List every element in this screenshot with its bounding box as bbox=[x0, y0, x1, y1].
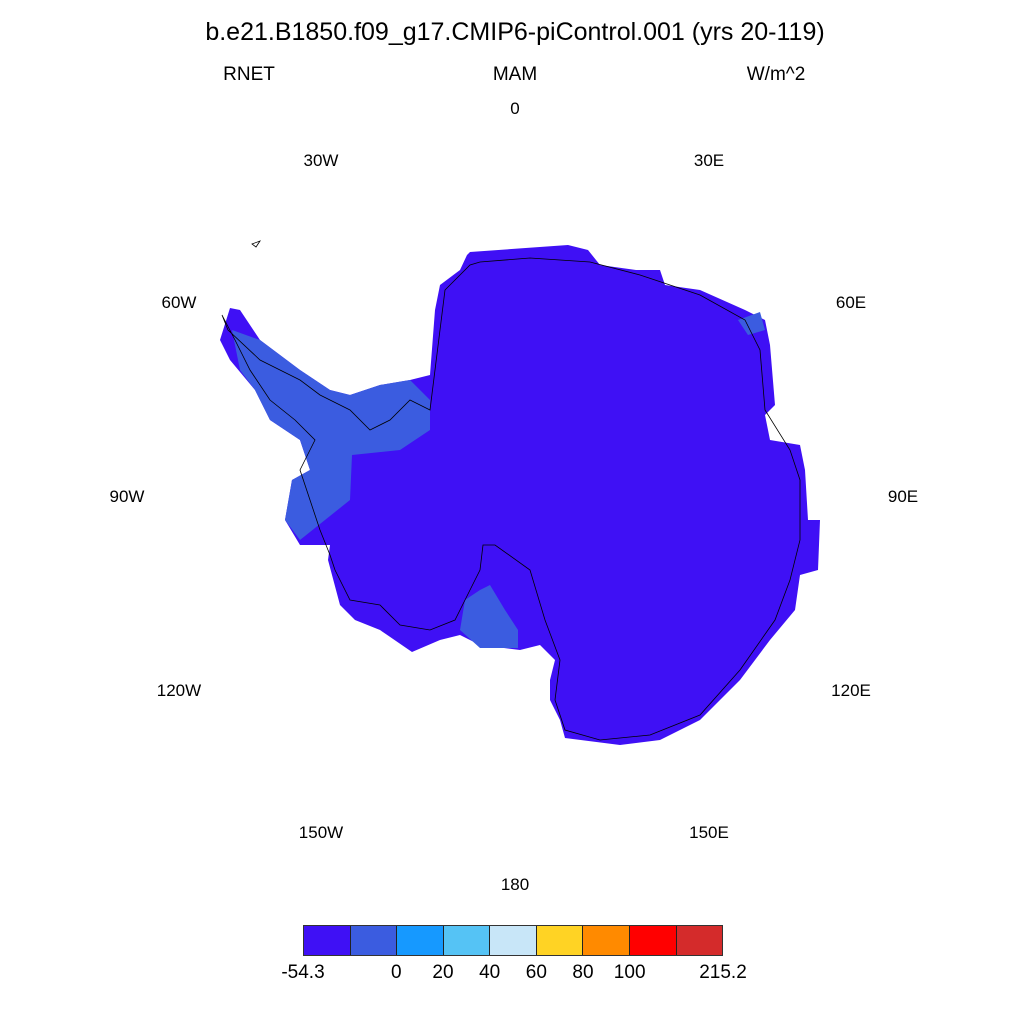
colorbar-swatch bbox=[629, 926, 677, 955]
variable-label: RNET bbox=[223, 64, 275, 85]
colorbar-swatch bbox=[676, 926, 723, 955]
colorbar-label: 40 bbox=[479, 962, 501, 983]
colorbar-swatch bbox=[443, 926, 491, 955]
longitude-label: 150E bbox=[689, 823, 729, 843]
longitude-label: 120E bbox=[831, 681, 871, 700]
longitude-label: 180 bbox=[500, 875, 530, 894]
longitude-label: 30E bbox=[693, 150, 725, 170]
season-label: MAM bbox=[492, 64, 538, 85]
colorbar-swatch bbox=[490, 926, 537, 955]
ross-shelf-field bbox=[460, 585, 518, 648]
colorbar bbox=[303, 925, 723, 956]
colorbar-swatch bbox=[536, 926, 584, 955]
colorbar-label: 20 bbox=[432, 962, 454, 983]
colorbar-label: -54.3 bbox=[281, 962, 325, 983]
colorbar-label: 215.2 bbox=[699, 962, 747, 983]
colorbar-label: 100 bbox=[613, 962, 646, 983]
island-outline bbox=[251, 240, 262, 248]
colorbar-label: 80 bbox=[572, 962, 594, 983]
colorbar-label: 60 bbox=[525, 962, 547, 983]
longitude-label: 30W bbox=[303, 150, 339, 170]
colorbar-swatch bbox=[304, 926, 351, 955]
coastline bbox=[221, 257, 801, 741]
peninsula-field bbox=[232, 330, 430, 540]
longitude-label: 90E bbox=[887, 487, 919, 506]
colorbar-swatch bbox=[397, 926, 444, 955]
longitude-label: 120W bbox=[156, 681, 202, 700]
colorbar-label: 0 bbox=[391, 962, 402, 983]
longitude-label: 90W bbox=[109, 487, 145, 506]
colorbar-swatch bbox=[350, 926, 398, 955]
coastal-field-east bbox=[738, 312, 765, 335]
longitude-label: 150W bbox=[298, 823, 344, 843]
longitude-label: 60E bbox=[835, 293, 867, 312]
continent-field bbox=[220, 245, 820, 745]
units-label: W/m^2 bbox=[746, 64, 806, 85]
longitude-label: 60W bbox=[161, 293, 197, 312]
colorbar-swatch bbox=[583, 926, 630, 955]
plot-title: b.e21.B1850.f09_g17.CMIP6-piControl.001 … bbox=[205, 18, 825, 46]
longitude-label: 0 bbox=[510, 99, 520, 118]
